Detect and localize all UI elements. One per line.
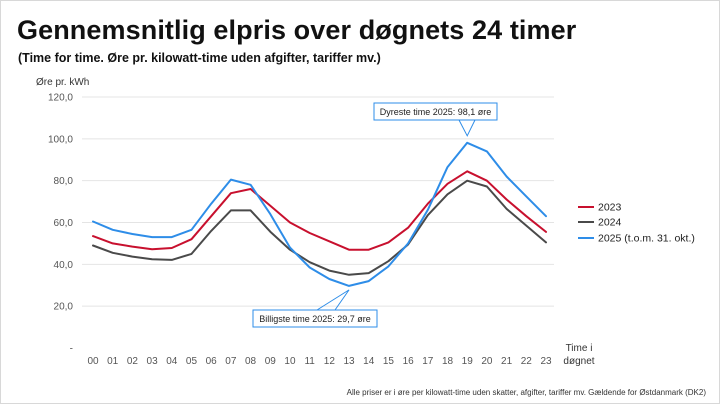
x-tick-label: 16 [403,356,415,367]
legend-label: 2024 [598,217,622,229]
callout-box [252,309,378,328]
chart-title: Gennemsnitlig elpris over døgnets 24 tim… [17,15,577,45]
callout-pointers [316,119,476,311]
x-tick-label: 03 [147,356,159,367]
x-tick-label: 08 [245,356,257,367]
y-tick-label: 80,0 [54,176,74,187]
x-tick-label: 12 [324,356,336,367]
x-axis-label: Time i døgnet [560,342,598,368]
callout-pointer [458,119,476,137]
x-tick-label: 15 [383,356,395,367]
y-tick-label: 100,0 [48,134,73,145]
x-tick-label: 09 [265,356,277,367]
x-tick-label: 22 [521,356,533,367]
y-tick-label: 20,0 [54,302,74,313]
x-tick-label: 02 [127,356,139,367]
callouts: Dyreste time 2025: 98,1 øre Billigste tim… [252,102,498,328]
x-axis-label-line1: Time i [565,343,593,354]
x-tick-label: 21 [501,356,513,367]
callout-text: Billigste time 2025: 29,7 øre [259,314,371,324]
x-tick-label: 06 [206,356,218,367]
x-tick-label: 13 [343,356,355,367]
legend: 2023 2024 2025 (t.o.m. 31. okt.) [578,202,695,245]
x-tick-label: 00 [87,356,99,367]
x-tick-label: 07 [225,356,237,367]
y-tick-label: 40,0 [54,260,74,271]
callout-text: Dyreste time 2025: 98,1 øre [380,107,492,117]
x-tick-label: 14 [363,356,375,367]
x-tick-labels: 00 01 02 03 04 05 06 07 08 09 10 11 12 13 14 15 16 17 18 19… [87,356,552,367]
y-tick-label: - [70,344,73,355]
legend-label: 2025 (t.o.m. 31. okt.) [598,233,695,245]
series-line-2023 [92,170,547,251]
y-axis-label: Øre pr. kWh [36,77,90,88]
x-tick-label: 18 [442,356,454,367]
x-tick-label: 05 [186,356,198,367]
chart-subtitle: (Time for time. Øre pr. kilowatt-time ud… [18,51,381,65]
x-tick-label: 04 [166,356,178,367]
grid-lines [82,96,554,307]
x-tick-label: 10 [284,356,296,367]
series-line-2024 [92,179,547,276]
x-axis-label-line2: døgnet [563,356,595,367]
footnote: Alle priser er i øre per kilowatt-time u… [346,388,706,397]
x-tick-label: 01 [107,356,119,367]
x-tick-label: 19 [462,356,474,367]
x-tick-label: 23 [540,356,552,367]
y-tick-labels: - 20,0 40,0 60,0 80,0 100,0 120,0 [48,93,73,355]
callout-box [373,102,498,121]
series-lines [92,141,547,287]
callout-pointer [316,289,350,311]
y-tick-label: 60,0 [54,218,74,229]
legend-label: 2023 [598,202,622,214]
x-tick-label: 17 [422,356,434,367]
x-tick-label: 20 [481,356,493,367]
series-line-2025 [92,141,547,287]
y-tick-label: 120,0 [48,93,73,104]
x-tick-label: 11 [304,356,315,367]
